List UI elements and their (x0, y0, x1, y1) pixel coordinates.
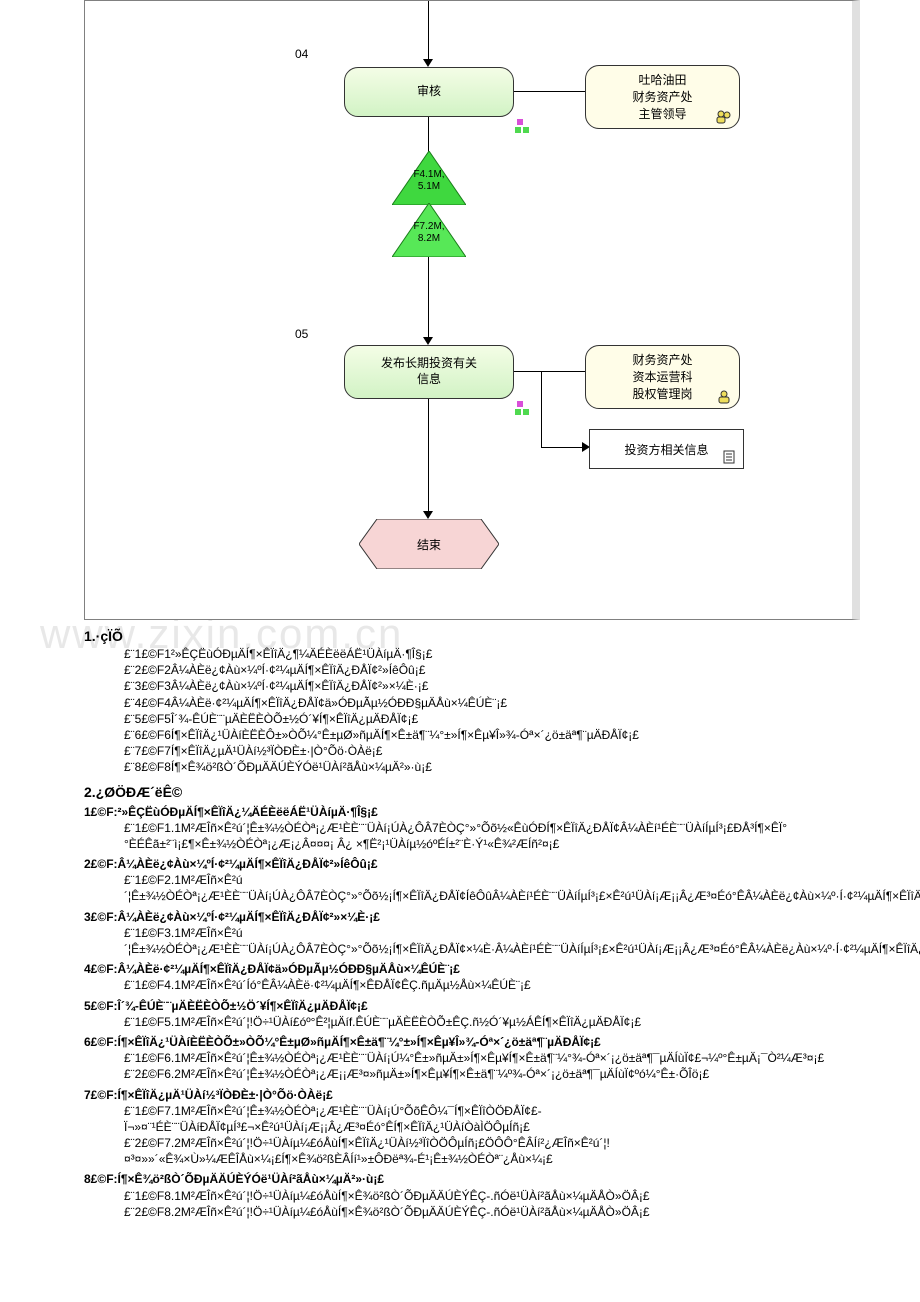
connector (428, 399, 429, 513)
group-heading: 2£©F:Â¼ÀÈë¿¢Àù×¼ºÍ·¢²¼µÄÍ¶×ÊÏîÄ¿ÐÅÏ¢²»Íê… (84, 856, 860, 872)
arrow (423, 337, 433, 345)
actor-line: 财务资产处 (594, 89, 731, 106)
list-item: £¨5£©F5Î´¾-ÊÚÈ¨¨µÄÈËÈÒÕ±½Ó´¥Í¶×ÊÏîÄ¿µÄÐÅ… (124, 711, 860, 727)
list-item: £¨2£©F2Â¼ÀÈë¿¢Àù×¼ºÍ·¢²¼µÄÍ¶×ÊÏîÄ¿ÐÅÏ¢²»… (124, 662, 860, 678)
list-item: £¨1£©F1²»ÊÇËùÓÐµÄÍ¶×ÊÏîÄ¿¶¼ÄÉÈëëÁË¹ÜÀíµÄ… (124, 646, 860, 662)
link-icon (515, 119, 533, 133)
actor-line: 主管领导 (594, 106, 731, 123)
list-item: £¨1£©F2.1M²ÆÎñ×Ê²ú´¦Ê±¾½ÒÉÒª¡¿Æ¹ÈÈ¨¨ÜÀí¡… (124, 872, 860, 904)
list-item: £¨7£©F7Í¶×ÊÏîÄ¿µÄ¹ÜÀí½³ÏÒÐÈ±·|Ò°Õö·ÒÀë¡£ (124, 743, 860, 759)
list-item: £¨2£©F6.2M²ÆÎñ×Ê²ú´¦Ê±¾½ÒÉÒª¡¿Æ¡¡Æ³¤»ñµÄ… (124, 1066, 860, 1082)
group-heading: 4£©F:Â¼ÀÈë·¢²¼µÄÍ¶×ÊÏîÄ¿ÐÅÏ¢ä»ÓÐµÃµ½ÓÐÐ§… (84, 961, 860, 977)
list-item: £¨1£©F3.1M²ÆÎñ×Ê²ú´¦Ê±¾½ÒÉÒª¡¿Æ¹ÈÈ¨¨ÜÀí¡… (124, 925, 860, 957)
list-item: £¨1£©F8.1M²ÆÎñ×Ê²ú´¦!Ö÷¹ÜÀíµ¼£óÅùÍ¶×Ê¾ö²… (124, 1188, 860, 1204)
step05-label-l2: 信息 (417, 372, 441, 386)
list-item: £¨8£©F8Í¶×Ê¾ö²ßÒ´ÕÐµÄÄÚÈÝÓë¹ÜÀí²ãÅù×¼µÄ²… (124, 759, 860, 775)
arrow (423, 59, 433, 67)
list-item: £¨2£©F7.2M²ÆÎñ×Ê²ú´¦!Ö÷¹ÜÀíµ¼£óÅùÍ¶×ÊÏîÄ… (124, 1135, 860, 1167)
group-heading: 7£©F:Í¶×ÊÏîÄ¿µÄ¹ÜÀí½³ÏÒÐÈ±·|Ò°Õö·ÒÀë¡£ (84, 1087, 860, 1103)
step04-process: 审核 (344, 67, 514, 117)
tri2-line2: 8.2M (418, 233, 440, 244)
list-item: £¨1£©F6.1M²ÆÎñ×Ê²ú´¦Ê±¾½ÒÉÒª¡¿Æ¹ÈÈ¨¨ÜÀí¡… (124, 1050, 860, 1066)
list-item: £¨2£©F8.2M²ÆÎñ×Ê²ú´¦!Ö÷¹ÜÀíµ¼£óÅùÍ¶×Ê¾ö²… (124, 1204, 860, 1220)
step05-actor: 财务资产处 资本运营科 股权管理岗 (585, 345, 740, 409)
tri1-line2: 5.1M (418, 181, 440, 192)
list-item: £¨1£©F5.1M²ÆÎñ×Ê²ú´¦!Ö÷¹ÜÀí£óº°Ê²¦µÄíf.Ê… (124, 1014, 860, 1030)
group-heading: 3£©F:Â¼ÀÈë¿¢Àù×¼ºÍ·¢²¼µÄÍ¶×ÊÏîÄ¿ÐÅÏ¢²»×¼… (84, 909, 860, 925)
tri2-line1: F7.2M, (413, 221, 444, 232)
step04-number: 04 (295, 47, 308, 61)
step05-document: 投资方相关信息 (589, 429, 744, 469)
list-item: £¨1£©F7.1M²ÆÎñ×Ê²ú´¦Ê±¾½ÒÉÒª¡¿Æ¹ÈÈ¨¨ÜÀí¡… (124, 1103, 860, 1135)
step05-process: 发布长期投资有关 信息 (344, 345, 514, 399)
actor-line: 吐哈油田 (594, 72, 731, 89)
person-icon (715, 390, 733, 404)
triangle-ref-1: F4.1M, 5.1M (392, 151, 466, 205)
group-heading: 1£©F:²»ÊÇËùÓÐµÄÍ¶×ÊÏîÄ¿¼ÄÉÈëëÁË¹ÜÀíµÄ·¶Î… (84, 804, 860, 820)
list-item: £¨1£©F4.1M²ÆÎñ×Ê²ú´Íó°ÊÂ¼ÀÈë·¢²¼µÄÍ¶×ÊÐÅ… (124, 977, 860, 993)
connector (541, 447, 586, 448)
document-icon (723, 450, 737, 464)
connector (514, 91, 586, 92)
actor-line: 股权管理岗 (594, 386, 731, 403)
connector (541, 371, 542, 447)
connector (428, 1, 429, 61)
doc-label: 投资方相关信息 (624, 441, 708, 458)
actor-line: 财务资产处 (594, 352, 731, 369)
end-label: 结束 (417, 536, 441, 553)
step05-number: 05 (295, 327, 308, 341)
step04-label: 审核 (417, 84, 441, 100)
step04-actor: 吐哈油田 财务资产处 主管领导 (585, 65, 740, 129)
group-heading: 6£©F:Í¶×ÊÏîÄ¿¹ÜÀíÈËÈÒÕ±»ÒÕ¼°Ê±µØ»ñµÄÍ¶×Ê… (84, 1034, 860, 1050)
end-terminator: 结束 (359, 519, 499, 569)
actor-line: 资本运营科 (594, 369, 731, 386)
list-item: £¨6£©F6Í¶×ÊÏîÄ¿¹ÜÀíÈËÈÔ±»ÒÕ¼°Ê±µØ»ñµÄÍ¶×… (124, 727, 860, 743)
arrow (423, 511, 433, 519)
link-icon (515, 401, 533, 415)
connector (514, 371, 586, 372)
list-item: £¨4£©F4Â¼ÀÈë·¢²¼µÄÍ¶×ÊÏîÄ¿ÐÅÏ¢ä»ÓÐµÃµ½ÓÐ… (124, 695, 860, 711)
triangle-ref-2: F7.2M, 8.2M (392, 203, 466, 257)
tri1-line1: F4.1M, (413, 169, 444, 180)
list-item: £¨1£©F1.1M²ÆÎñ×Ê²ú´¦Ê±¾½ÒÉÒª¡¿Æ¹ÈÈ¨¨ÜÀí¡… (124, 820, 860, 852)
section2-title: 2.¿ØÖÐÆ´ëÊ© (84, 784, 860, 800)
person-icon (715, 110, 733, 124)
text-content: 1.·çÏÕ £¨1£©F1²»ÊÇËùÓÐµÄÍ¶×ÊÏîÄ¿¶¼ÄÉÈëëÁ… (84, 628, 860, 1220)
group-heading: 5£©F:Î´¾-ÊÚÈ¨¨µÄÈËÈÒÕ±½Ö´¥Í¶×ÊÏîÄ¿µÄÐÅÏ¢… (84, 998, 860, 1014)
step05-label-l1: 发布长期投资有关 (381, 356, 477, 370)
section1-title: 1.·çÏÕ (84, 628, 860, 644)
list-item: £¨3£©F3Â¼ÀÈë¿¢Àù×¼ºÍ·¢²¼µÄÍ¶×ÊÏîÄ¿ÐÅÏ¢²»… (124, 678, 860, 694)
group-heading: 8£©F:Í¶×Ê¾ö²ßÒ´ÕÐµÄÄÚÈÝÓë¹ÜÀí²ãÅù×¼µÄ²»·… (84, 1171, 860, 1187)
connector (428, 257, 429, 339)
flowchart-container: 04 审核 吐哈油田 财务资产处 主管领导 (84, 0, 860, 620)
